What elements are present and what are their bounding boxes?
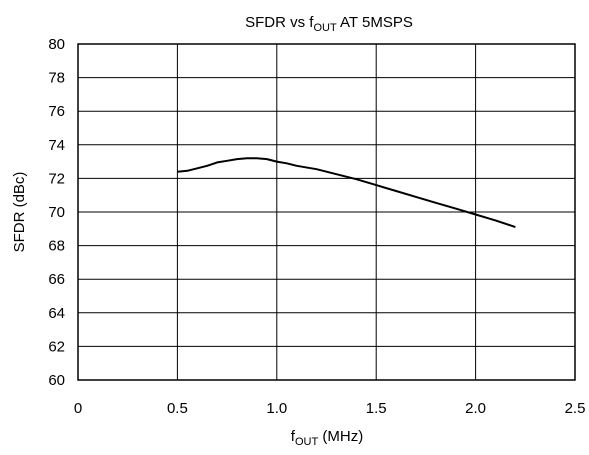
- y-tick-label: 74: [48, 137, 65, 154]
- y-axis-label: SFDR (dBc): [11, 172, 28, 253]
- y-axis-ticks: 60 62 64 66 68 70 72 74 76 78 80: [48, 36, 65, 389]
- plot-frame: [77, 43, 576, 381]
- x-axis-ticks: 0 0.5 1.0 1.5 2.0 2.5: [74, 400, 586, 417]
- chart-title-rest: AT 5MSPS: [337, 14, 413, 31]
- x-tick-label: 1.0: [266, 400, 287, 417]
- y-tick-label: 72: [48, 170, 65, 187]
- grid: [77, 43, 576, 381]
- x-axis-label-rest: (MHz): [318, 428, 363, 445]
- y-tick-label: 64: [48, 305, 65, 322]
- sfdr-series-line: [177, 157, 516, 229]
- y-tick-label: 66: [48, 271, 65, 288]
- y-tick-label: 76: [48, 103, 65, 120]
- series-group: [177, 157, 516, 229]
- y-tick-label: 68: [48, 238, 65, 255]
- x-tick-label: 0: [74, 400, 82, 417]
- chart-title-subscript: OUT: [313, 22, 337, 34]
- x-tick-label: 1.5: [366, 400, 387, 417]
- x-tick-label: 0.5: [167, 400, 188, 417]
- y-tick-label: 60: [48, 372, 65, 389]
- y-tick-label: 78: [48, 70, 65, 87]
- y-tick-label: 70: [48, 204, 65, 221]
- y-tick-label: 80: [48, 36, 65, 53]
- x-tick-label: 2.5: [565, 400, 586, 417]
- x-axis-label-subscript: OUT: [295, 436, 319, 448]
- x-tick-label: 2.0: [465, 400, 486, 417]
- chart-title: SFDR vs fOUT AT 5MSPS: [245, 14, 413, 34]
- x-axis-label: fOUT (MHz): [291, 428, 363, 448]
- y-tick-label: 62: [48, 338, 65, 355]
